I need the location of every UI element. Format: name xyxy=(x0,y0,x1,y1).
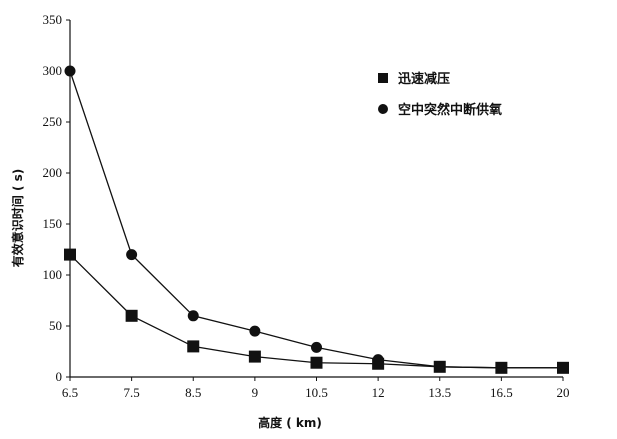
x-tick-label: 9 xyxy=(252,385,259,400)
y-tick-label: 250 xyxy=(43,114,63,129)
data-point-circle xyxy=(434,361,446,373)
data-point-square xyxy=(125,309,138,322)
x-tick-label: 20 xyxy=(557,385,570,400)
data-point-square xyxy=(187,340,200,353)
x-tick-label: 13.5 xyxy=(428,385,451,400)
x-tick-label: 8.5 xyxy=(185,385,201,400)
data-point-circle xyxy=(187,310,199,322)
legend-marker-square xyxy=(378,73,388,83)
data-point-circle xyxy=(557,362,569,374)
axes xyxy=(66,19,564,381)
y-tick-label: 300 xyxy=(43,63,63,78)
series-layer xyxy=(64,65,569,374)
y-tick-label: 50 xyxy=(49,318,62,333)
y-tick-label: 350 xyxy=(43,12,63,27)
y-tick-label: 200 xyxy=(43,165,63,180)
legend-label: 空中突然中断供氧 xyxy=(398,102,502,118)
data-point-square xyxy=(64,248,76,261)
data-point-circle xyxy=(372,354,384,366)
y-tick-label: 0 xyxy=(56,369,63,384)
data-point-circle xyxy=(249,325,261,337)
y-tick-labels: 0 50 100 150 200 250 300 350 xyxy=(43,12,63,384)
data-point-circle xyxy=(495,362,507,374)
y-tick-label: 100 xyxy=(43,267,63,282)
x-tick-label: 10.5 xyxy=(305,385,328,400)
data-point-circle xyxy=(311,341,322,353)
x-tick-label: 6.5 xyxy=(62,385,78,400)
data-point-square xyxy=(248,350,261,363)
data-point-circle xyxy=(64,65,76,77)
x-tick-label: 7.5 xyxy=(124,385,140,400)
legend-marker-circle xyxy=(378,104,388,114)
y-axis-title: 有效意识时间 ( s) xyxy=(10,169,25,267)
x-tick-label: 16.5 xyxy=(490,385,513,400)
data-point-circle xyxy=(126,249,138,261)
legend-label: 迅速减压 xyxy=(398,71,450,87)
series-2 xyxy=(64,65,569,374)
data-point-square xyxy=(310,356,323,369)
x-tick-labels: 6.5 7.5 8.5 9 10.5 12 13.5 16.5 20 xyxy=(62,385,570,400)
x-axis-title: 高度 ( km) xyxy=(258,415,322,430)
x-tick-label: 12 xyxy=(372,385,385,400)
y-tick-label: 150 xyxy=(43,216,63,231)
